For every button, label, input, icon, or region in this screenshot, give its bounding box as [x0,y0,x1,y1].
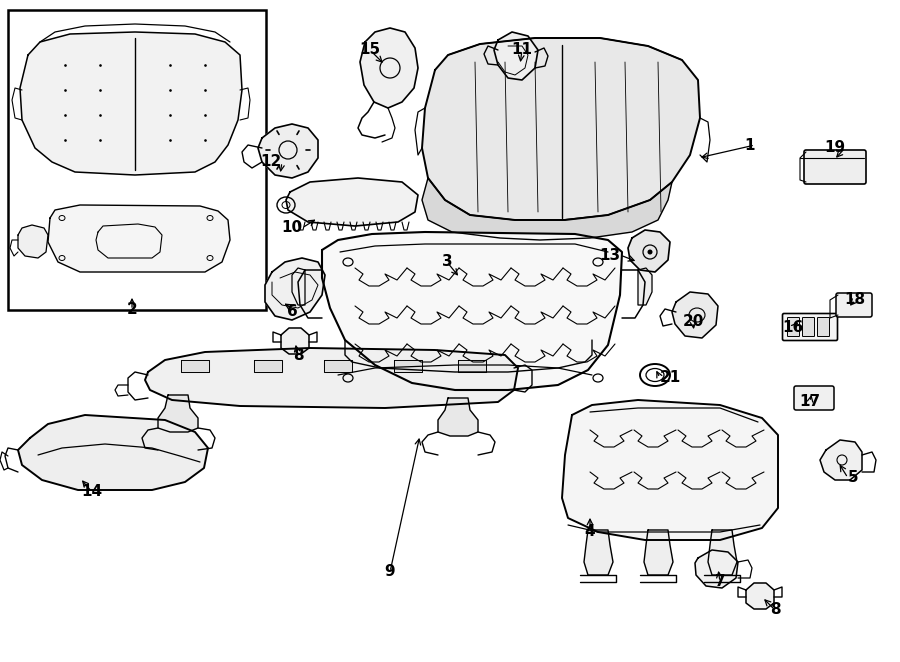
Text: 18: 18 [844,293,866,308]
Text: 16: 16 [782,320,804,336]
Text: 14: 14 [81,485,103,500]
Text: 6: 6 [287,305,298,320]
Text: 3: 3 [442,254,453,269]
Text: 19: 19 [824,140,845,156]
Text: 21: 21 [660,371,681,385]
FancyBboxPatch shape [836,293,872,317]
Polygon shape [292,268,305,305]
Text: 17: 17 [799,395,821,410]
Polygon shape [820,440,862,480]
FancyBboxPatch shape [803,318,815,336]
Polygon shape [562,400,778,540]
FancyBboxPatch shape [817,318,830,336]
Polygon shape [48,205,230,272]
Bar [8,10,266,310]
Text: 1: 1 [744,138,755,152]
Polygon shape [584,530,613,575]
Text: 2: 2 [127,303,138,318]
FancyBboxPatch shape [804,150,866,184]
Text: 12: 12 [261,154,282,169]
Polygon shape [422,38,700,220]
Text: 8: 8 [292,348,303,363]
Polygon shape [158,395,198,432]
Text: 10: 10 [281,220,302,236]
Polygon shape [145,348,518,408]
Polygon shape [708,530,737,575]
Polygon shape [322,232,622,390]
Text: 9: 9 [384,565,395,579]
Polygon shape [18,415,208,490]
Text: 15: 15 [359,42,381,58]
Polygon shape [672,292,718,338]
Polygon shape [281,328,309,354]
Text: 20: 20 [682,314,704,330]
FancyBboxPatch shape [788,318,799,336]
Text: 8: 8 [770,602,780,618]
Polygon shape [494,32,538,80]
Polygon shape [438,398,478,436]
Polygon shape [360,28,418,108]
FancyBboxPatch shape [782,314,838,340]
Polygon shape [20,32,242,175]
Polygon shape [394,360,422,372]
Polygon shape [181,360,209,372]
Polygon shape [638,268,652,305]
Polygon shape [286,178,418,226]
Text: 4: 4 [585,524,595,540]
Polygon shape [628,230,670,272]
Polygon shape [644,530,673,575]
Text: 11: 11 [511,42,533,58]
Polygon shape [422,178,672,240]
Polygon shape [258,124,318,178]
Polygon shape [254,360,282,372]
Text: 13: 13 [598,248,620,263]
FancyBboxPatch shape [794,386,834,410]
Polygon shape [746,583,774,609]
Polygon shape [695,550,738,588]
Text: 7: 7 [715,575,725,589]
Ellipse shape [647,250,652,254]
Polygon shape [324,360,352,372]
Polygon shape [458,360,486,372]
Text: 5: 5 [848,471,859,485]
Polygon shape [265,258,325,320]
Polygon shape [18,225,48,258]
